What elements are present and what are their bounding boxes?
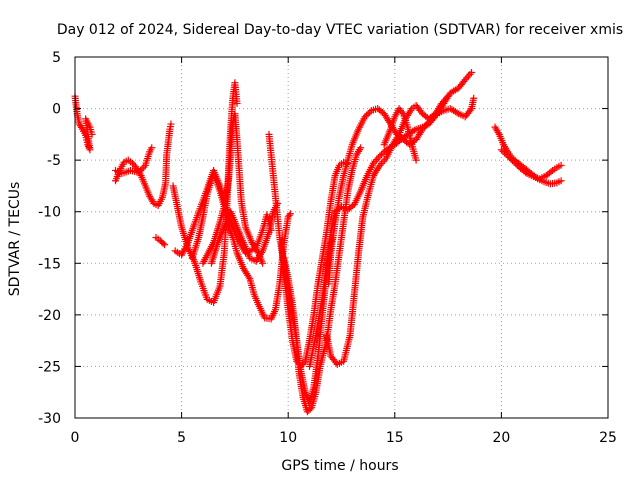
data-point (366, 108, 374, 116)
data-point (161, 241, 169, 249)
data-point (510, 158, 518, 166)
data-point (394, 132, 402, 140)
series-s15 (323, 92, 452, 368)
y-tick-label: -30 (38, 411, 61, 427)
data-point (513, 161, 521, 169)
data-point (509, 157, 517, 165)
data-point (375, 163, 383, 171)
data-point (364, 110, 372, 118)
series-s8 (199, 110, 267, 267)
data-point (159, 239, 167, 247)
data-point (466, 106, 474, 114)
data-point (376, 152, 384, 160)
data-point (499, 147, 507, 155)
ticks: 0 5 10 15 20 25 5 0 -5 -10 -15 -20 -25 -30 (38, 50, 617, 446)
x-axis-title: GPS time / hours (281, 458, 398, 474)
data-point (453, 109, 461, 117)
data-point (501, 149, 509, 157)
x-tick-label: 5 (177, 430, 186, 446)
data-point (507, 155, 515, 163)
data-point (444, 92, 452, 100)
data-points (71, 68, 565, 416)
series-s3 (112, 144, 156, 178)
x-tick-label: 0 (71, 430, 80, 446)
plot-frame (74, 56, 609, 419)
data-point (357, 144, 365, 152)
data-point (167, 120, 175, 128)
series-s18 (497, 146, 565, 183)
data-point (407, 106, 415, 114)
data-point (557, 161, 565, 169)
x-tick-label: 10 (279, 430, 297, 446)
y-tick-label: -20 (38, 308, 61, 324)
y-tick-label: -15 (38, 256, 61, 272)
y-tick-label: 0 (52, 102, 61, 118)
data-point (285, 211, 293, 219)
chart-title: Day 012 of 2024, Sidereal Day-to-day VTE… (57, 22, 623, 38)
data-point (88, 130, 96, 138)
data-point (258, 249, 266, 257)
series-s16 (380, 105, 420, 164)
data-point (468, 68, 476, 76)
data-point (259, 259, 267, 267)
y-tick-label: 5 (52, 50, 61, 66)
data-point (437, 101, 445, 109)
data-point (363, 111, 371, 119)
data-point (131, 163, 139, 171)
data-point (410, 126, 418, 134)
data-point (361, 113, 369, 121)
x-tick-label: 25 (599, 430, 617, 446)
data-point (398, 108, 406, 116)
series-s4 (152, 234, 169, 249)
data-point (557, 177, 565, 185)
x-tick-label: 15 (386, 430, 404, 446)
series-s12 (278, 158, 352, 370)
data-point (504, 152, 512, 160)
y-tick-label: -5 (47, 153, 61, 169)
data-point (245, 273, 253, 281)
data-point (412, 156, 420, 164)
data-point (547, 168, 555, 176)
data-point (286, 210, 294, 218)
data-point (470, 94, 478, 102)
data-point (417, 127, 425, 135)
data-point (497, 146, 505, 154)
data-point (233, 99, 241, 107)
y-axis-title: SDTVAR / TECUs (7, 182, 23, 297)
series-s14 (325, 68, 476, 288)
series-s9 (207, 199, 282, 267)
data-point (505, 154, 513, 162)
data-point (377, 150, 385, 158)
y-tick-label: -10 (38, 205, 61, 221)
data-point (300, 359, 308, 367)
y-tick-label: -25 (38, 359, 61, 375)
data-point (512, 160, 520, 168)
data-point (306, 405, 314, 413)
data-point (521, 168, 529, 176)
data-point (502, 150, 510, 158)
data-point (148, 144, 156, 152)
x-tick-label: 20 (492, 430, 510, 446)
data-point (379, 149, 387, 157)
